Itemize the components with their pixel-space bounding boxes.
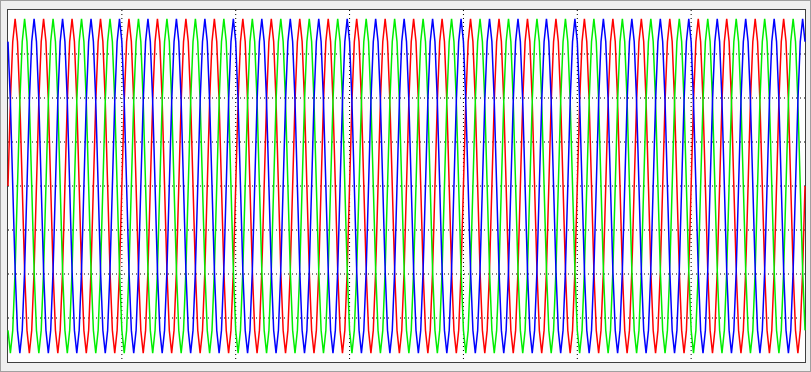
wave-line xyxy=(7,18,806,354)
wave-line xyxy=(7,18,806,354)
wave-line xyxy=(7,18,806,354)
